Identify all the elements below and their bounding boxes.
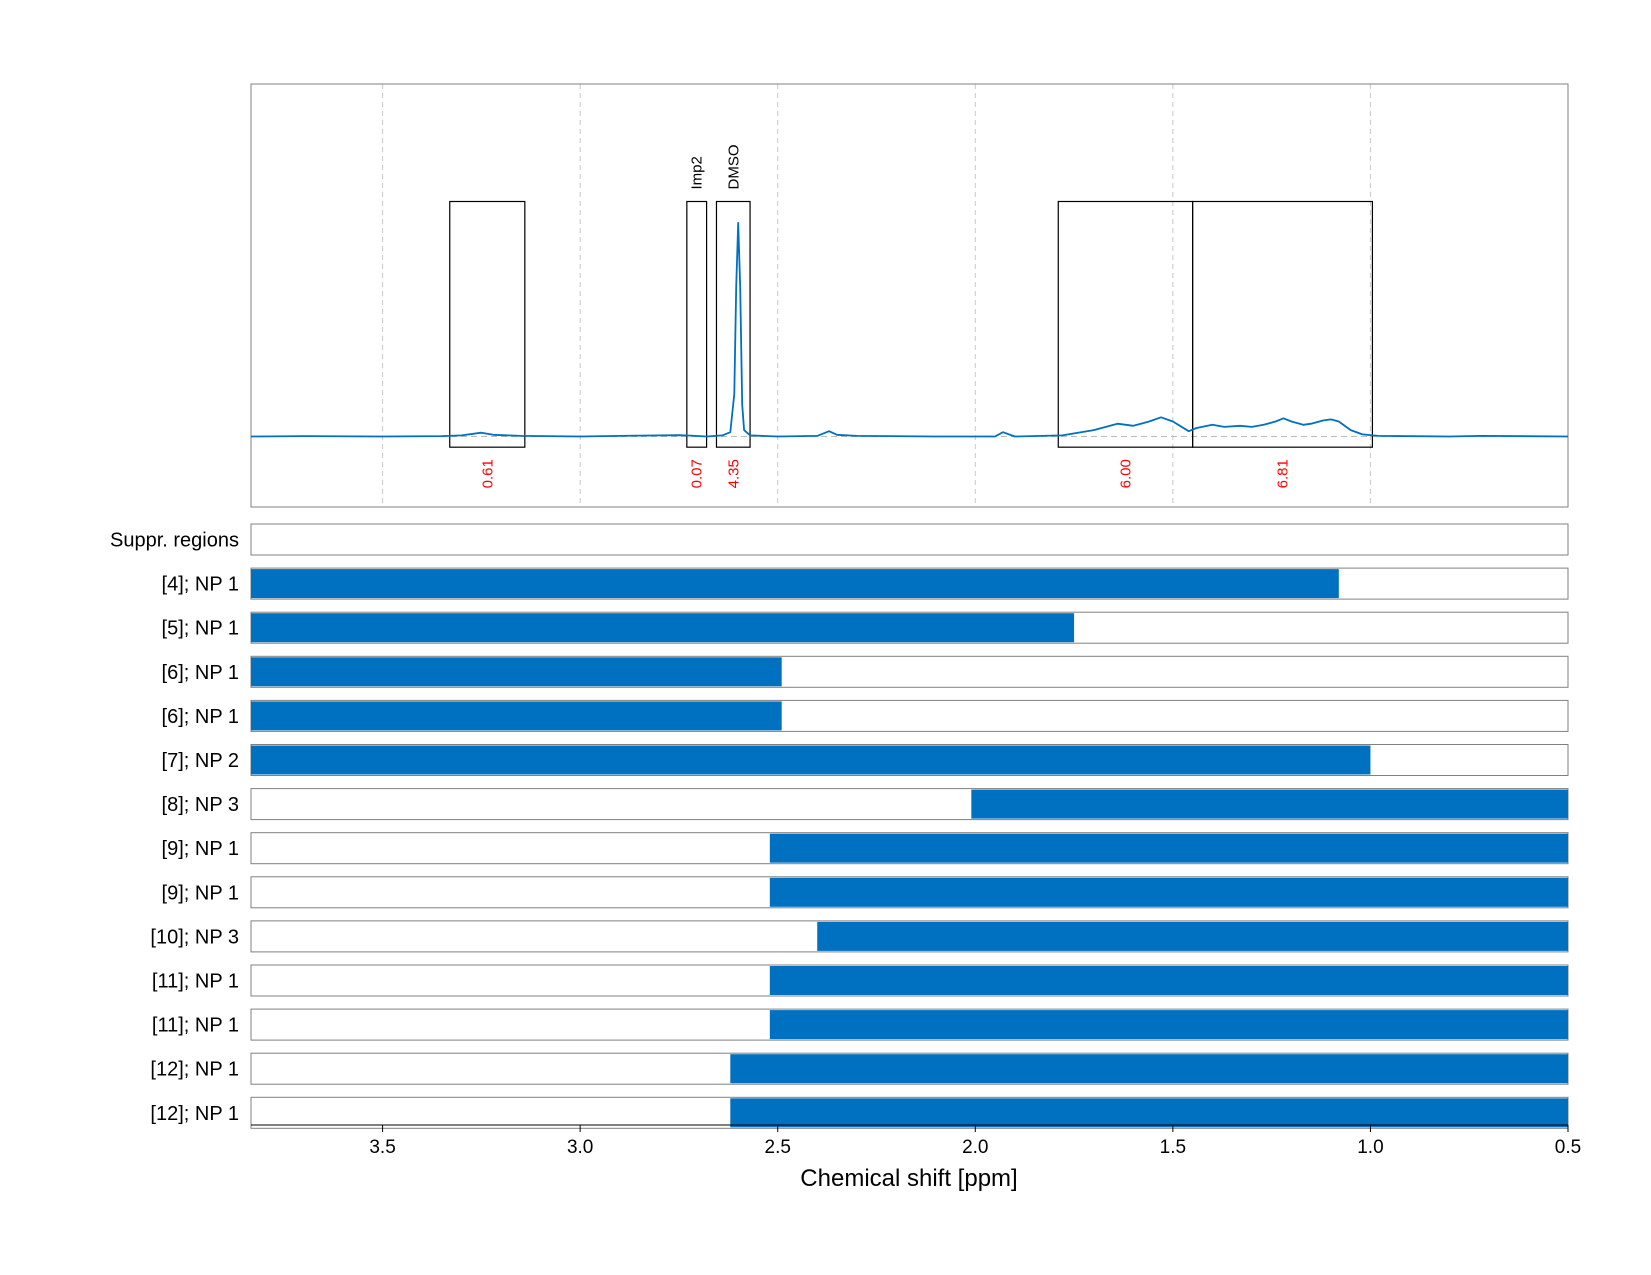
row-label: [5]; NP 1 [162, 618, 239, 640]
integral-value: 0.07 [689, 459, 706, 488]
region-row: [5]; NP 1 [162, 611, 1569, 644]
x-tick-label: 2.0 [962, 1137, 988, 1158]
row-bar [769, 877, 1568, 907]
region-row: [11]; NP 1 [152, 1008, 1569, 1041]
row-label: [7]; NP 2 [162, 750, 239, 772]
x-tick-label: 3.5 [369, 1137, 395, 1158]
row-label: [12]; NP 1 [150, 1103, 239, 1125]
region-row: [4]; NP 1 [162, 567, 1569, 600]
row-label: [12]; NP 1 [150, 1059, 239, 1081]
row-label: [4]; NP 1 [162, 574, 239, 596]
row-bar [251, 569, 1339, 599]
region-row: Suppr. regions [110, 523, 1569, 556]
region-row: [9]; NP 1 [162, 832, 1569, 865]
region-row: [12]; NP 1 [150, 1096, 1569, 1129]
integral-value: 6.00 [1117, 459, 1134, 488]
spectrum-panel: 0.61 0.07 Imp2 4.35 DMSO 6.00 6.81 [250, 145, 1569, 488]
row-bar [769, 1010, 1568, 1040]
row-label: [10]; NP 3 [150, 926, 239, 948]
row-bar [971, 789, 1568, 819]
row-bar [817, 921, 1568, 951]
row-bar [730, 1098, 1568, 1128]
x-tick-label: 1.5 [1160, 1137, 1186, 1158]
region-row: [12]; NP 1 [150, 1052, 1569, 1085]
region-row: [11]; NP 1 [152, 964, 1569, 997]
integral-value: 0.61 [479, 459, 496, 488]
integration-region [449, 200, 526, 448]
row-bar [251, 701, 782, 731]
row-label: [9]; NP 1 [162, 882, 239, 904]
integral-value: 6.81 [1275, 459, 1292, 488]
region-row: [9]; NP 1 [162, 876, 1569, 909]
row-label: [8]; NP 3 [162, 794, 239, 816]
grid-lines [382, 84, 1371, 507]
row-bar [769, 833, 1568, 863]
spectrum-panel-frame [250, 83, 1569, 508]
row-bar [251, 745, 1371, 775]
region-row: [8]; NP 3 [162, 788, 1569, 821]
region-row: [7]; NP 2 [162, 744, 1569, 776]
region-rows: Suppr. regions [4]; NP 1 [5]; NP 1 [6]; NP … [110, 523, 1569, 1129]
row-label: [6]; NP 1 [162, 706, 239, 728]
integration-region [1192, 200, 1374, 448]
row-label: [6]; NP 1 [162, 662, 239, 684]
x-tick-label: 3.0 [567, 1137, 593, 1158]
integral-value: 4.35 [725, 459, 742, 488]
row-label: [11]; NP 1 [152, 1015, 239, 1037]
row-label: Suppr. regions [110, 530, 239, 552]
x-axis: 3.5 3.0 2.5 2.0 1.5 1.0 0.5 [251, 1124, 1581, 1158]
row-bar [251, 613, 1075, 643]
region-label: DMSO [725, 145, 742, 190]
x-tick-label: 1.0 [1357, 1137, 1383, 1158]
x-tick-label: 2.5 [765, 1137, 791, 1158]
row-label: [11]; NP 1 [152, 971, 239, 993]
x-axis-label: Chemical shift [ppm] [800, 1165, 1017, 1192]
row-bar [251, 657, 782, 687]
x-tick-label: 0.5 [1555, 1137, 1581, 1158]
region-row: [6]; NP 1 [162, 655, 1569, 688]
integration-region [715, 200, 751, 448]
row-frame [250, 523, 1569, 556]
row-bar [730, 1054, 1568, 1084]
row-label: [9]; NP 1 [162, 838, 239, 860]
region-row: [6]; NP 1 [162, 699, 1569, 732]
spectrum-series [250, 221, 1569, 438]
row-bar [769, 966, 1568, 995]
region-label: Imp2 [689, 156, 706, 189]
region-row: [10]; NP 3 [150, 920, 1569, 953]
integration-region [686, 200, 708, 448]
